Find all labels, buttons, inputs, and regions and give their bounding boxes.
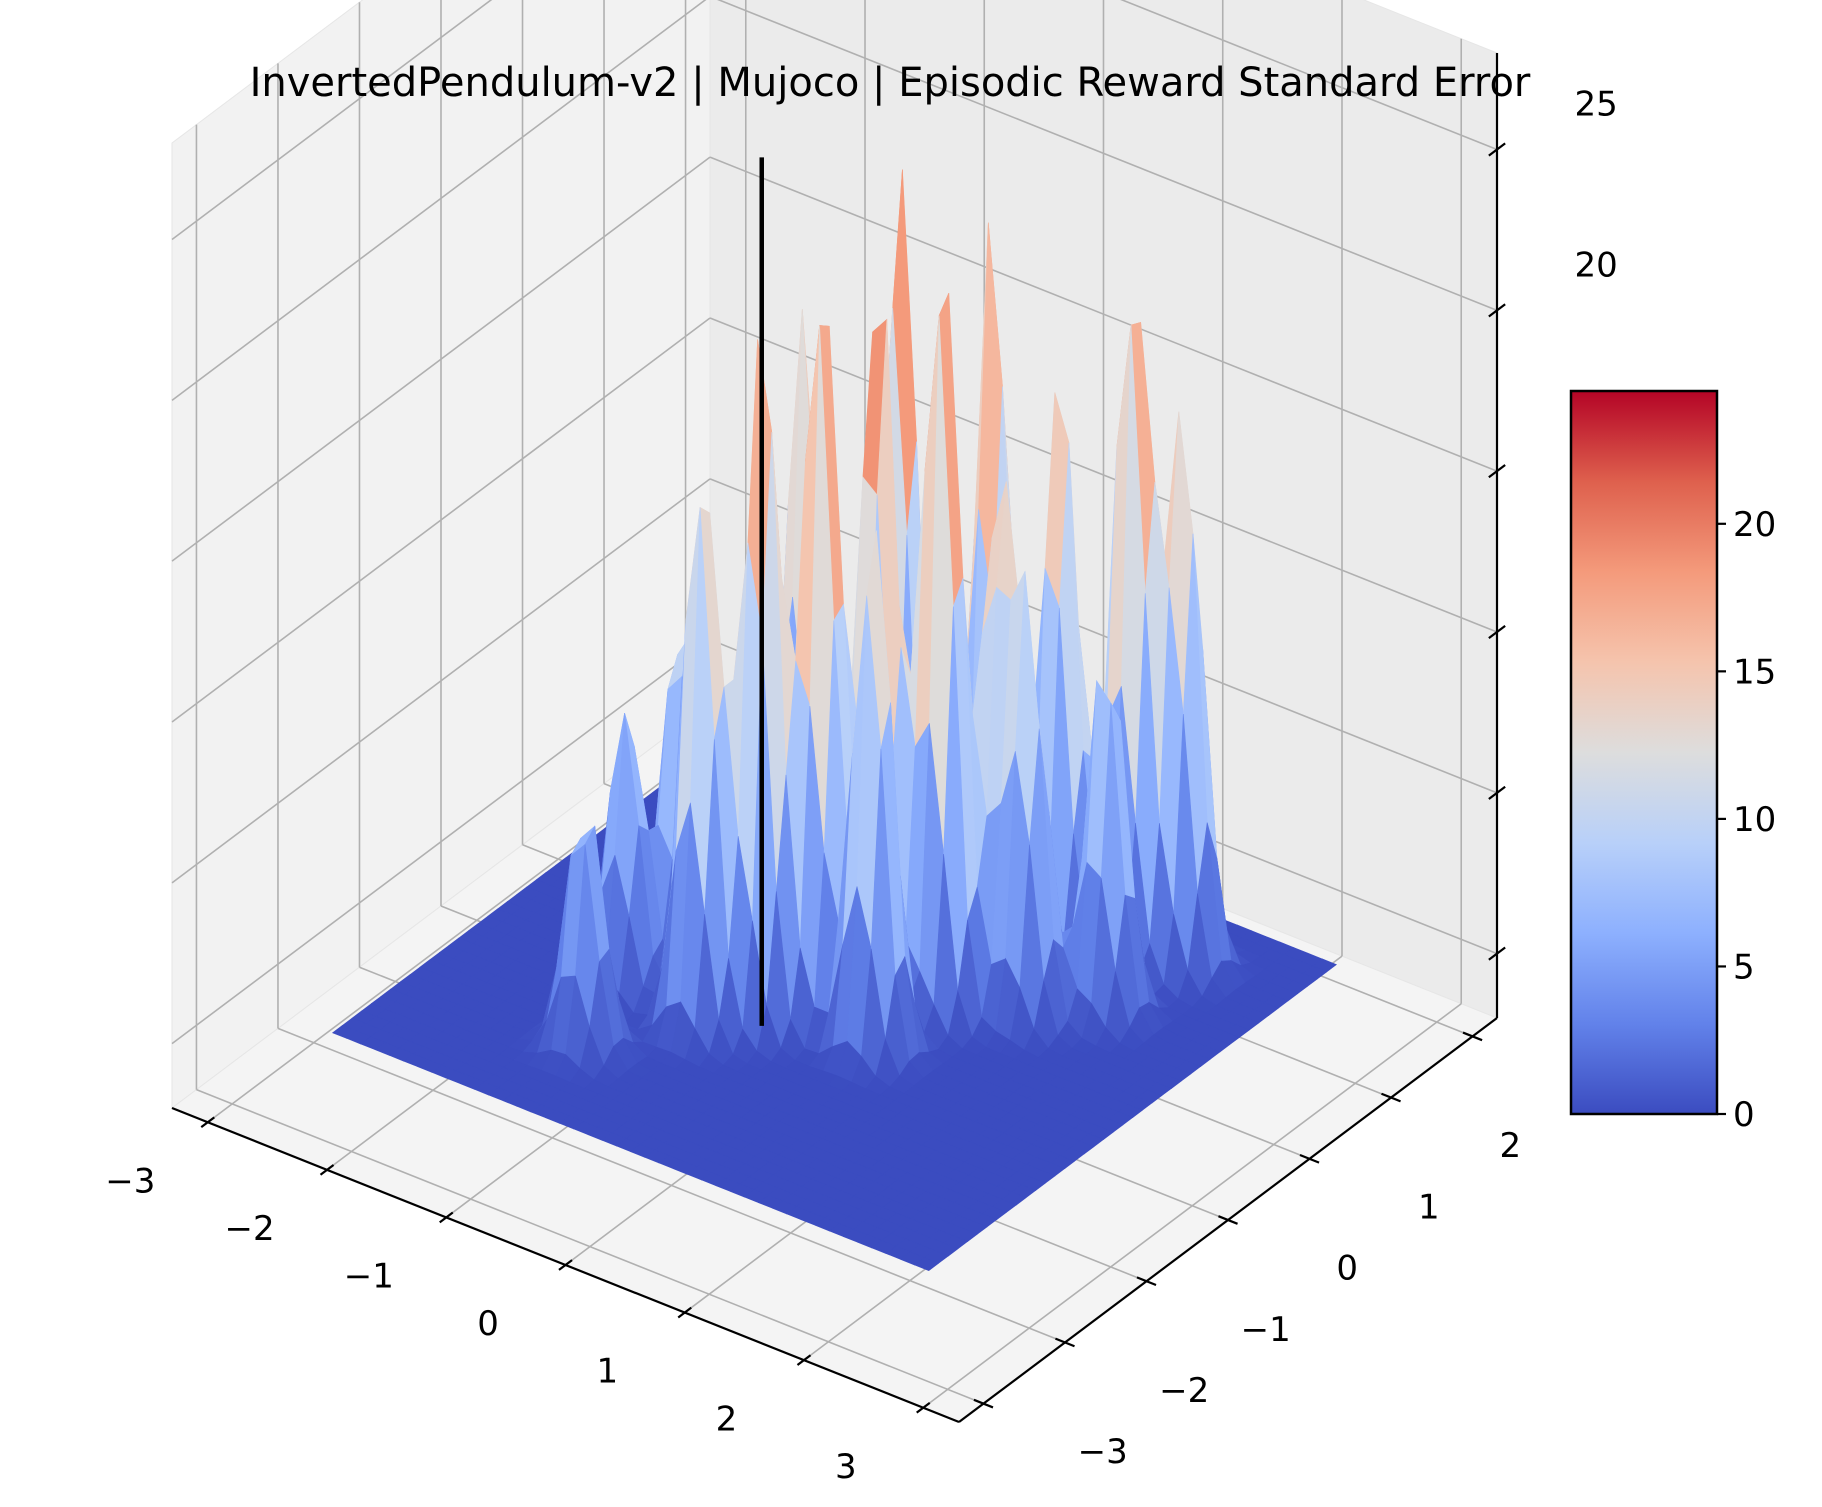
x-tick [916, 1401, 931, 1414]
x-tick-label: −1 [344, 1257, 394, 1297]
grid-line-y [277, 1027, 1066, 1344]
y-tick [1299, 1153, 1320, 1164]
grid-line-z [171, 317, 711, 723]
colorbar-tick-label: 20 [1733, 505, 1776, 545]
z-tick [1488, 142, 1506, 157]
x-tick-label: 0 [477, 1304, 499, 1344]
y-tick [1055, 1337, 1075, 1348]
x-tick-label: −2 [225, 1209, 275, 1249]
grid-line-z [709, 478, 1498, 794]
colorbar-tick-label: 15 [1733, 652, 1776, 692]
y-tick-label: −3 [1078, 1432, 1128, 1472]
y-tick [1462, 1031, 1483, 1042]
y-tick-label: 1 [1418, 1187, 1440, 1227]
colorbar: 0 5 10 15 20 [1569, 389, 1776, 1135]
grid-line-y [196, 1088, 984, 1405]
colorbar-gradient [1569, 389, 1719, 1116]
grid-line-z [1120, 0, 1498, 151]
x-tick-label: 2 [716, 1399, 738, 1439]
grid-line-z [171, 156, 711, 562]
z-tick [1488, 785, 1506, 800]
grid-line-z [171, 478, 711, 884]
axis-lines [171, 53, 1506, 1424]
x-tick-label: 3 [835, 1447, 857, 1487]
grid-line-z [717, 0, 1498, 312]
surface-mesh [331, 157, 1338, 1271]
z-tick-label: 20 [1574, 245, 1617, 285]
z-tick-label: 25 [1574, 85, 1617, 125]
y-tick-label: 2 [1499, 1126, 1521, 1166]
z-tick [1488, 464, 1506, 479]
grid-line-z [171, 0, 493, 241]
y-tick [973, 1398, 994, 1409]
x-tick [439, 1211, 454, 1224]
z-tick [1488, 946, 1506, 961]
grid-line-z [709, 317, 1498, 633]
y-tick [1218, 1215, 1238, 1225]
x-tick [796, 1354, 812, 1366]
colorbar-tick-label: 10 [1733, 800, 1776, 840]
y-tick-label: 0 [1336, 1249, 1358, 1289]
x-tick [558, 1259, 573, 1271]
chart-title: InvertedPendulum-v2 | Mujoco | Episodic … [250, 60, 1531, 106]
x-tick [200, 1116, 215, 1129]
y-tick-label: −1 [1241, 1310, 1291, 1350]
y-tick-label: −2 [1159, 1371, 1209, 1411]
x-tick-label: 1 [596, 1352, 618, 1392]
colorbar-ticks: 0 5 10 15 20 [1717, 505, 1776, 1135]
x-tick [319, 1164, 335, 1176]
grid-line-z [709, 156, 1498, 472]
x-tick-label: −3 [105, 1161, 155, 1201]
surface-facet [913, 1257, 940, 1271]
grid-line-z [171, 639, 711, 1045]
y-tick [1381, 1092, 1401, 1103]
x-tick [677, 1306, 692, 1319]
colorbar-tick-label: 5 [1733, 947, 1755, 987]
colorbar-tick-label: 0 [1733, 1095, 1755, 1135]
z-tick [1488, 303, 1506, 318]
z-tick [1488, 624, 1506, 640]
y-tick [1136, 1276, 1157, 1287]
grid-line-z [171, 0, 707, 401]
